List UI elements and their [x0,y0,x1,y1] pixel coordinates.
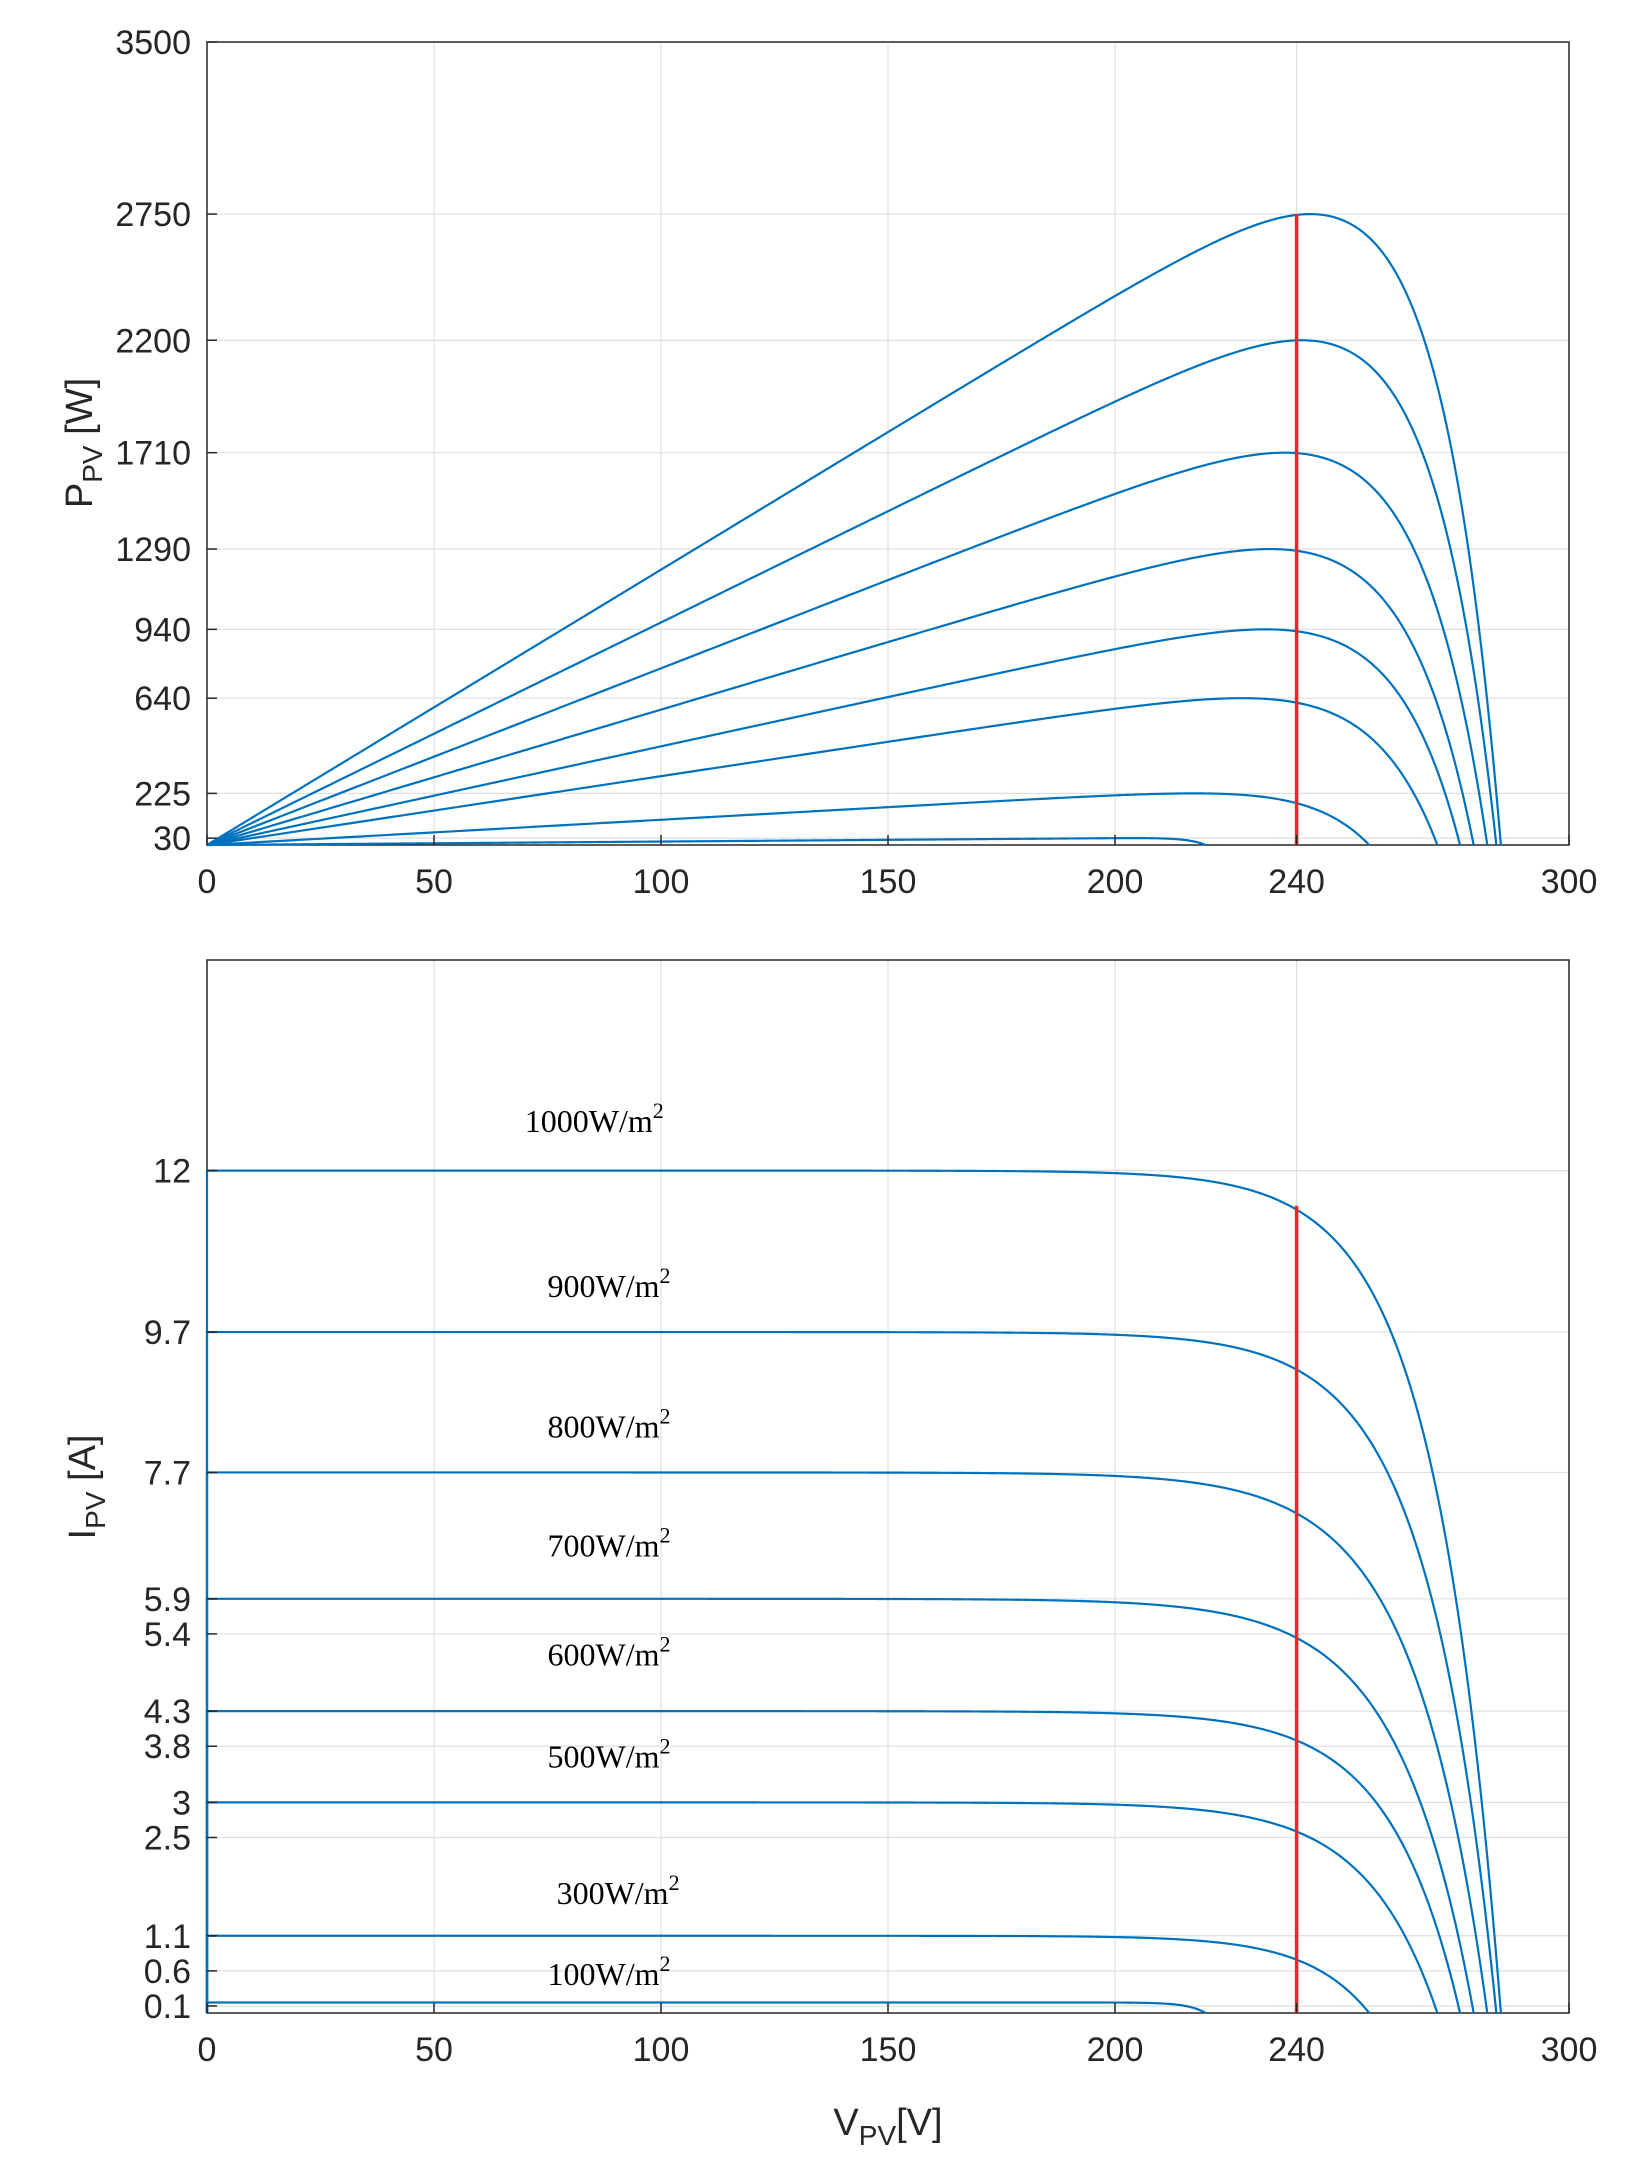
x-tick-label: 300 [1541,863,1598,901]
y-tick-label: 30 [153,820,191,858]
iv-current-curve [205,1801,1439,2014]
x-tick-label: 200 [1087,2031,1144,2069]
y-tick-label: 2200 [115,322,191,360]
iv-current-curve [205,2001,1207,2014]
irradiance-label: 700W/m2 [548,1523,671,1564]
series-curves [206,212,1502,847]
x-tick-label: 50 [415,863,453,901]
irradiance-label: 100W/m2 [548,1951,671,1992]
x-axis-label: VPV[V] [833,2102,942,2151]
y-tick-label: 0.6 [144,1953,191,1991]
iv-current-curve [205,1710,1462,2014]
x-tick-label: 240 [1268,2031,1325,2069]
x-tick-labels: 0 50 100 150 200 240 300 [198,835,1598,901]
power-voltage-chart: 0 50 100 150 200 240 300 30 225 640 940 1290 1710 22… [59,24,1597,901]
x-tick-labels: 0 50 100 150 200 240 300 [198,2003,1598,2069]
pv-power-curve [206,339,1498,846]
pv-power-curve [206,628,1462,847]
irradiance-label: 900W/m2 [548,1263,671,1304]
irradiance-annotations: 1000W/m2 900W/m2 800W/m2 700W/m2 600W/m2 500W… [525,1098,680,1992]
y-tick-label: 640 [134,680,191,718]
y-tick-label: 3 [172,1784,191,1822]
x-tick-label: 0 [198,863,217,901]
pv-power-curve [206,547,1475,847]
y-axis-label: PPV [W] [59,378,108,508]
x-tick-label: 50 [415,2031,453,2069]
x-tick-label: 150 [860,863,917,901]
x-tick-label: 240 [1268,863,1325,901]
current-voltage-chart: 1000W/m2 900W/m2 800W/m2 700W/m2 600W/m2 500W… [62,959,1598,2151]
irradiance-label: 500W/m2 [548,1733,671,1774]
x-tick-label: 150 [860,2031,917,2069]
grid [207,42,1569,845]
pv-power-curve [206,451,1489,847]
y-tick-label: 7.7 [144,1454,191,1492]
y-tick-label: 2.5 [144,1820,191,1858]
y-tick-label: 1.1 [144,1918,191,1956]
pv-power-curve [206,212,1502,846]
y-tick-label: 1290 [115,531,191,569]
pv-power-curve [206,837,1207,847]
y-tick-label: 0.1 [144,1988,191,2026]
y-tick-label: 3.8 [144,1728,191,1766]
y-tick-label: 225 [134,775,191,813]
y-tick-label: 2750 [115,196,191,234]
iv-current-curve [205,1330,1498,2014]
pv-power-curve [206,792,1371,847]
iv-current-curve [205,1597,1475,2014]
x-tick-label: 0 [198,2031,217,2069]
y-tick-label: 12 [153,1153,191,1191]
irradiance-label: 800W/m2 [548,1403,671,1444]
y-tick-label: 940 [134,611,191,649]
y-tick-label: 4.3 [144,1693,191,1731]
iv-current-curve [205,1169,1502,2014]
x-tick-label: 300 [1541,2031,1598,2069]
y-tick-label: 3500 [115,24,191,62]
irradiance-label: 300W/m2 [557,1870,680,1911]
grid [207,960,1569,2013]
y-tick-labels: 30 225 640 940 1290 1710 2200 2750 3500 [115,24,217,858]
irradiance-label: 600W/m2 [548,1632,671,1673]
y-tick-label: 9.7 [144,1314,191,1352]
y-tick-label: 5.4 [144,1616,191,1654]
x-tick-label: 100 [633,2031,690,2069]
y-tick-label: 5.9 [144,1581,191,1619]
y-tick-labels: 0.10.61.1 2.53 3.84.3 5.45.9 7.7 9.7 12 [144,1153,217,2026]
irradiance-label: 1000W/m2 [525,1098,664,1139]
x-tick-label: 200 [1087,863,1144,901]
y-tick-label: 1710 [115,435,191,473]
iv-current-curve [205,1934,1371,2014]
series-curves [205,1169,1502,2014]
x-tick-label: 100 [633,863,690,901]
y-axis-label: IPV [A] [62,1435,111,1540]
iv-current-curve [205,1471,1489,2014]
pv-power-curve [206,697,1439,847]
